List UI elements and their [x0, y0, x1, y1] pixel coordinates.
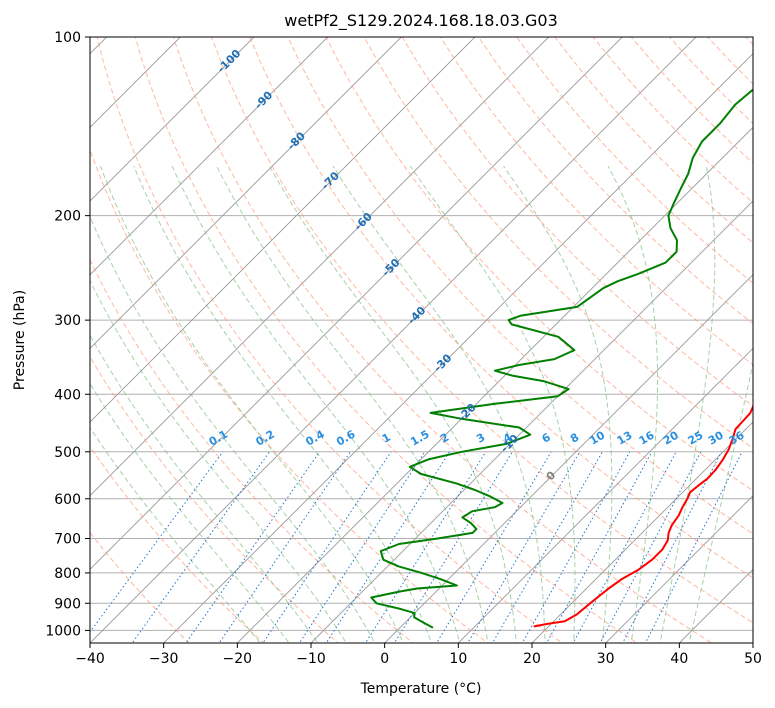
dry-adiabat	[90, 258, 414, 643]
x-tick-label: 30	[597, 651, 615, 667]
mixing-ratio-line	[325, 451, 450, 643]
moist-adiabat	[216, 165, 489, 643]
y-tick-label: 300	[54, 313, 81, 329]
mixing-ratio-line	[131, 451, 271, 643]
moist-adiabat	[269, 165, 518, 643]
isotherm	[90, 37, 255, 202]
mixing-ratio-line	[436, 451, 552, 643]
moist-adiabat	[607, 165, 659, 643]
y-tick-label: 400	[54, 387, 81, 403]
dry-adiabat	[401, 37, 753, 407]
isotherm	[384, 274, 753, 643]
x-tick-label: −10	[296, 651, 326, 667]
mixing-ratio-line	[491, 451, 603, 643]
moist-adiabat	[90, 334, 319, 643]
dry-adiabat	[287, 37, 753, 535]
dry-adiabat	[210, 37, 753, 624]
mixing-ratio-line	[467, 451, 581, 643]
moist-adiabat	[171, 165, 461, 643]
plot-frame	[89, 36, 754, 644]
axes: −40 −30 −20 −10 0 10 20 30 40 50 100 200 300 400 500 60…	[45, 30, 762, 667]
sounding-series	[370, 88, 753, 629]
mixing-ratio-line	[572, 451, 677, 643]
mixing-ratio-line	[262, 451, 392, 643]
y-tick-label: 100	[54, 30, 81, 46]
dewpoint-line	[370, 88, 753, 629]
dry-adiabat	[90, 531, 190, 643]
x-axis-label: Temperature (°C)	[360, 681, 482, 697]
moist-adiabat	[659, 166, 716, 643]
isotherm	[90, 37, 181, 128]
x-tick-label: 10	[449, 651, 467, 667]
dry-adiabat	[516, 37, 753, 284]
moist-adiabat	[100, 165, 404, 643]
mixing-ratio-line	[185, 451, 320, 643]
moist-adiabat	[133, 165, 432, 643]
x-tick-label: 0	[380, 651, 389, 667]
moist-adiabat	[688, 361, 753, 643]
temperature-line	[533, 404, 753, 628]
isotherm	[90, 37, 623, 570]
dry-adiabat	[172, 37, 713, 643]
isotherm	[457, 347, 753, 643]
y-tick-label: 600	[54, 492, 81, 508]
mixing-ratio-line	[298, 451, 426, 643]
dry-adiabat	[96, 37, 564, 643]
moist-adiabat	[332, 165, 546, 643]
isotherm	[163, 53, 753, 643]
y-tick-label: 800	[54, 566, 81, 582]
y-tick-label: 500	[54, 445, 81, 461]
isotherm	[236, 126, 753, 643]
y-tick-label: 700	[54, 532, 81, 548]
isotherm	[90, 37, 550, 497]
x-tick-label: −40	[75, 651, 105, 667]
isotherm	[90, 37, 476, 423]
x-tick-label: 40	[670, 651, 688, 667]
dry-adiabat	[363, 37, 753, 449]
isotherm	[90, 37, 329, 276]
moist-adiabat	[90, 279, 347, 643]
moist-adiabat	[90, 382, 290, 643]
y-tick-label: 1000	[45, 623, 81, 639]
x-tick-label: −20	[223, 651, 253, 667]
y-tick-label: 900	[54, 596, 81, 612]
isotherm	[90, 37, 402, 349]
dry-adiabat	[90, 445, 265, 643]
isotherm	[605, 495, 753, 643]
dry-adiabat	[478, 37, 753, 325]
moist-adiabat	[90, 426, 261, 643]
y-axis-label: Pressure (hPa)	[12, 290, 28, 390]
x-tick-label: −30	[149, 651, 179, 667]
isotherm	[90, 37, 697, 643]
dry-adiabat	[249, 37, 753, 579]
isotherm	[531, 421, 753, 643]
chart-title: wetPf2_S129.2024.168.18.03.G03	[284, 11, 558, 31]
x-tick-label: 20	[523, 651, 541, 667]
y-tick-label: 200	[54, 209, 81, 225]
dry-adiabat	[134, 37, 638, 643]
x-tick-label: 50	[744, 651, 762, 667]
plot-lines	[90, 37, 753, 643]
mixing-ratio-line	[218, 451, 351, 643]
isotherm	[310, 200, 753, 643]
mixing-ratio-line	[545, 451, 653, 643]
mixing-ratio-line	[521, 451, 631, 643]
